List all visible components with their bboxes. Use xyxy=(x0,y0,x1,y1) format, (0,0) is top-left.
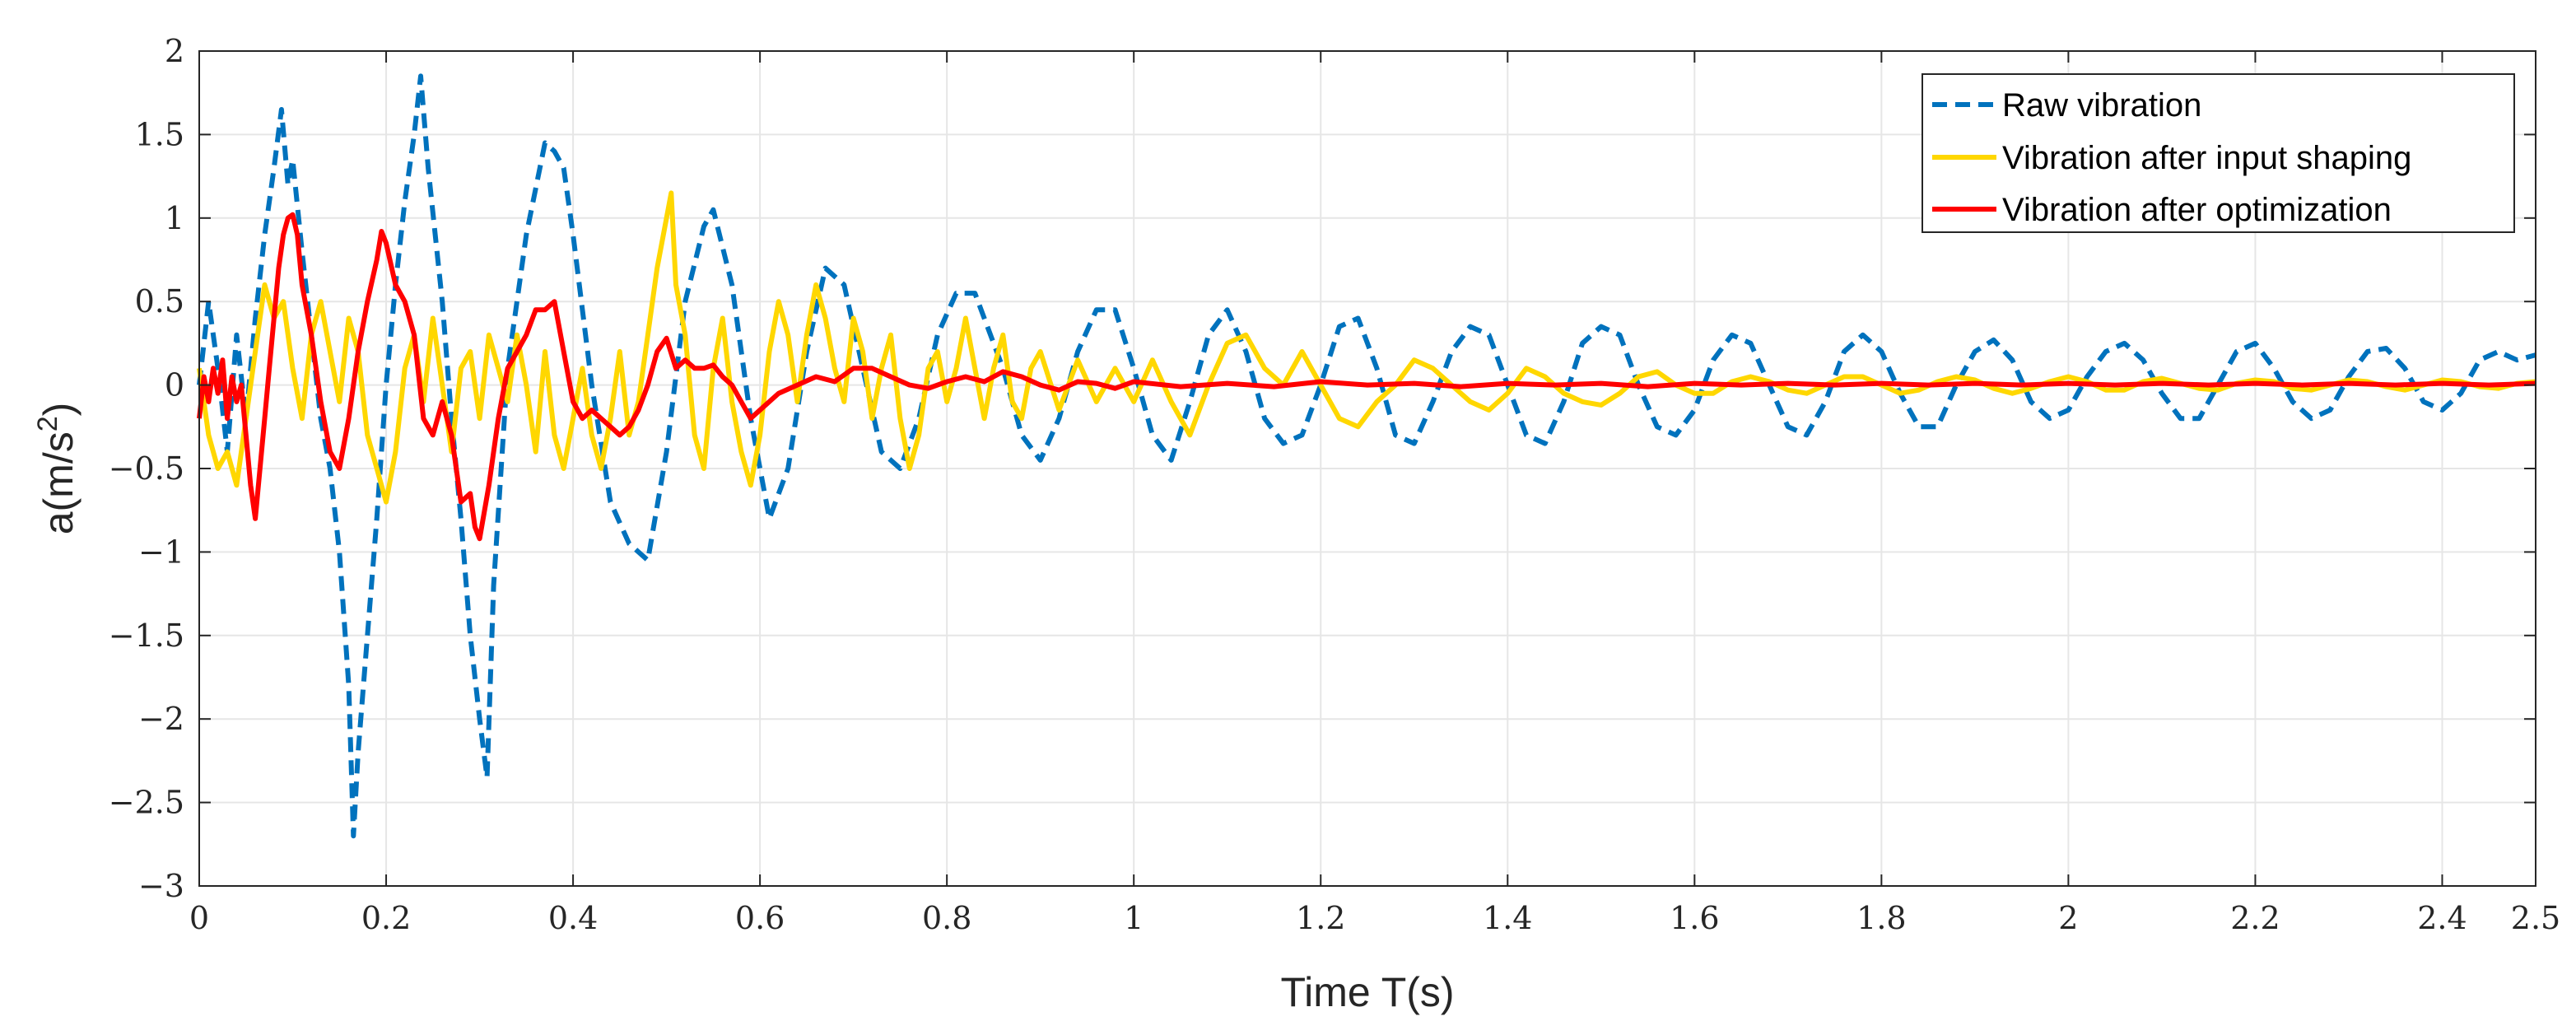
x-tick-label: 1.4 xyxy=(1483,900,1532,936)
x-tick-label: 1 xyxy=(1124,900,1144,936)
series-line-2 xyxy=(197,212,2536,542)
y-tick-label: 1.5 xyxy=(135,116,184,152)
x-tick-label: 0.6 xyxy=(735,900,785,936)
y-tick-label: 1 xyxy=(165,200,184,236)
series-line-1 xyxy=(197,190,2536,505)
y-tick-label: −3 xyxy=(138,868,184,904)
y-axis-label-sup: 2 xyxy=(32,416,63,431)
y-tick-label: −2 xyxy=(138,701,184,737)
y-axis-label-main: a(m/s xyxy=(35,431,82,534)
legend-label-raw: Raw vibration xyxy=(2002,87,2201,124)
x-tick-label: 0 xyxy=(189,900,209,936)
ticks xyxy=(198,50,2536,887)
x-tick-label: 1.2 xyxy=(1296,900,1345,936)
y-axis-label-close: ) xyxy=(35,403,82,417)
legend-box xyxy=(1922,73,2515,233)
x-tick-label: 1.6 xyxy=(1670,900,1719,936)
y-tick-label: −2.5 xyxy=(109,785,184,821)
legend-label-optimization: Vibration after optimization xyxy=(2002,192,2392,228)
legend: Raw vibration Vibration after input shap… xyxy=(1922,73,2515,233)
series-layer xyxy=(197,73,2536,839)
y-tick-label: 2 xyxy=(165,33,184,69)
y-tick-label: −0.5 xyxy=(109,450,184,487)
y-tick-label: −1.5 xyxy=(109,618,184,654)
series-line-0 xyxy=(197,73,2536,839)
x-tick-label: 2.5 xyxy=(2511,900,2560,936)
x-tick-label: 2.2 xyxy=(2230,900,2280,936)
tick-labels: 0 0.2 0.4 0.6 0.8 1 1.2 1.4 1.6 1.8 2 2.2 2.4 2.5 2 1.5… xyxy=(109,33,2561,936)
y-tick-label: −1 xyxy=(138,534,184,570)
x-tick-label: 1.8 xyxy=(1856,900,1906,936)
x-tick-label: 0.2 xyxy=(361,900,411,936)
x-axis-label: Time T(s) xyxy=(1280,969,1454,1015)
legend-label-shaping: Vibration after input shaping xyxy=(2002,140,2411,176)
x-tick-label: 0.4 xyxy=(548,900,598,936)
y-axis-label: a(m/s2) xyxy=(32,403,82,535)
x-tick-label: 0.8 xyxy=(922,900,971,936)
y-tick-label: 0 xyxy=(165,367,184,403)
x-tick-label: 2.4 xyxy=(2417,900,2467,936)
x-tick-label: 2 xyxy=(2058,900,2078,936)
y-tick-label: 0.5 xyxy=(135,283,184,319)
